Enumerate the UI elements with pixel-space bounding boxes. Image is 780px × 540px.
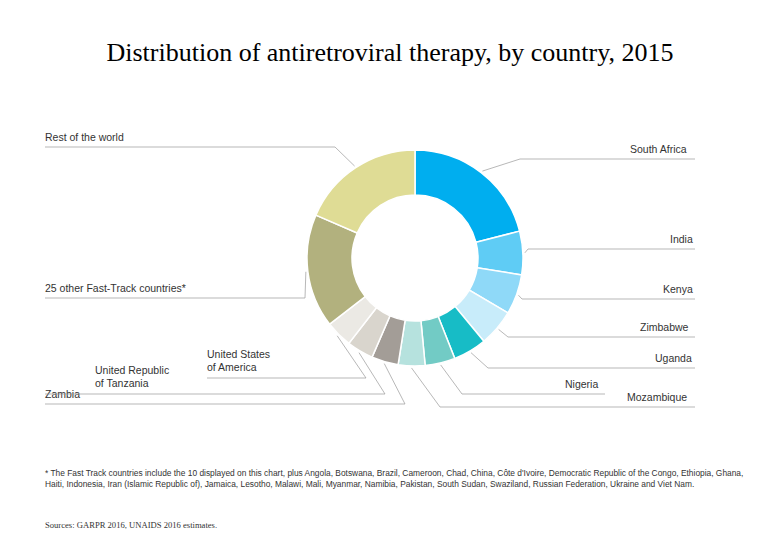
source: Sources: GARPR 2016, UNAIDS 2016 estimat… [45,520,217,530]
chart-title: Distribution of antiretroviral therapy, … [0,38,780,68]
segment-label: Uganda [655,352,692,364]
segments [307,150,523,366]
segment-label: United Statesof America [207,348,270,373]
segment-label: 25 other Fast-Track countries* [45,282,186,294]
segment-label: Mozambique [627,391,687,403]
leader-line [482,159,695,171]
leader-line [207,336,366,378]
leader-line [45,272,306,298]
footnote: * The Fast Track countries include the 1… [45,468,745,490]
segment-label: Nigeria [565,378,598,390]
leader-line [441,365,605,394]
segment-label: South Africa [630,143,687,155]
segment-label: Zimbabwe [640,321,689,333]
chart: South Africa India Kenya Zimbabwe Uganda Nige… [0,0,780,540]
leader-line [45,147,355,166]
labels: South Africa India Kenya Zimbabwe Uganda Nige… [45,131,695,407]
leader-line [525,249,695,253]
segment-label: Kenya [663,283,693,295]
leader-line [412,368,695,407]
segment-label: United Republicof Tanzania [95,364,169,389]
segment [316,150,415,233]
segment-label: Rest of the world [45,131,124,143]
leader-line [471,353,695,368]
segment [421,317,455,366]
segment-label: India [670,233,693,245]
leader-line [518,295,695,299]
